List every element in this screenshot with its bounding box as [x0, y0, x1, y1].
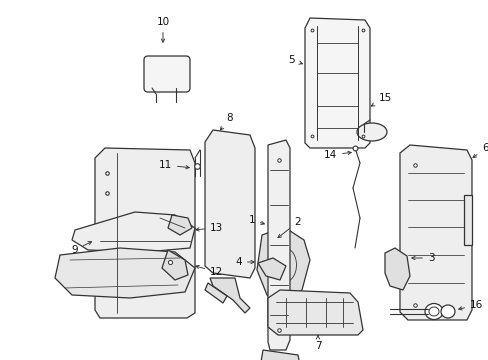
Ellipse shape [440, 305, 454, 318]
Text: 5: 5 [288, 55, 302, 65]
Text: 14: 14 [323, 150, 350, 160]
Polygon shape [258, 258, 285, 280]
Polygon shape [463, 195, 471, 245]
Ellipse shape [356, 123, 386, 141]
Polygon shape [55, 248, 195, 298]
Polygon shape [204, 130, 254, 278]
FancyBboxPatch shape [143, 56, 190, 92]
Polygon shape [168, 215, 192, 235]
Polygon shape [305, 18, 369, 148]
Ellipse shape [424, 303, 442, 319]
Polygon shape [260, 350, 303, 360]
Polygon shape [384, 248, 409, 290]
Text: 2: 2 [277, 217, 301, 238]
Polygon shape [72, 212, 195, 252]
Polygon shape [209, 278, 249, 313]
Ellipse shape [428, 307, 438, 316]
Polygon shape [95, 148, 195, 318]
Text: 10: 10 [156, 17, 169, 42]
Text: 6: 6 [472, 143, 488, 158]
Polygon shape [204, 283, 226, 303]
Polygon shape [399, 145, 471, 320]
Text: 7: 7 [314, 335, 321, 351]
Polygon shape [267, 290, 362, 335]
Text: 15: 15 [370, 93, 391, 106]
Text: 3: 3 [411, 253, 434, 263]
Text: 8: 8 [220, 113, 233, 130]
Text: 9: 9 [71, 242, 91, 255]
Text: 12: 12 [195, 265, 223, 277]
Text: 13: 13 [195, 223, 223, 233]
Polygon shape [257, 227, 309, 303]
Text: 1: 1 [248, 215, 264, 225]
Polygon shape [267, 140, 289, 350]
Text: 16: 16 [458, 300, 482, 310]
Text: 4: 4 [235, 257, 254, 267]
Text: 11: 11 [159, 160, 189, 170]
Polygon shape [162, 250, 187, 280]
